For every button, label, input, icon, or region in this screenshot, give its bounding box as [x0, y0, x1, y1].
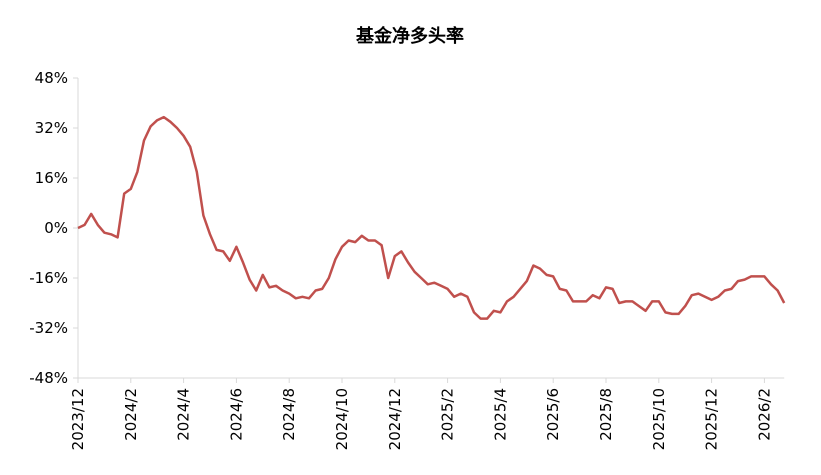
- x-tick-label: 2024/10: [333, 388, 351, 450]
- x-tick-label: 2024/6: [227, 388, 245, 441]
- x-tick-label: 2025/10: [650, 388, 668, 450]
- x-tick-label: 2025/12: [703, 388, 721, 450]
- x-tick-label: 2025/2: [439, 388, 457, 441]
- x-tick-label: 2025/6: [544, 388, 562, 441]
- x-tick-label: 2025/4: [491, 388, 509, 441]
- data-line: [77, 115, 786, 320]
- y-tick-label: -48%: [29, 369, 68, 387]
- y-tick-label: 16%: [35, 169, 68, 187]
- chart-title: 基金净多头率: [355, 25, 464, 47]
- y-tick-label: 32%: [35, 119, 68, 137]
- x-tick-label: 2024/4: [175, 388, 193, 441]
- y-tick-label: -32%: [29, 319, 68, 337]
- x-tick-label: 2025/8: [597, 388, 615, 441]
- x-tick-label: 2026/2: [755, 388, 773, 441]
- y-tick-label: -16%: [29, 269, 68, 287]
- x-tick-label: 2024/8: [280, 388, 298, 441]
- x-tick-label: 2024/12: [386, 388, 404, 450]
- x-tick-label: 2023/12: [69, 388, 87, 450]
- y-tick-label: 48%: [35, 69, 68, 87]
- y-tick-label: 0%: [44, 219, 68, 237]
- x-tick-label: 2024/2: [122, 388, 140, 441]
